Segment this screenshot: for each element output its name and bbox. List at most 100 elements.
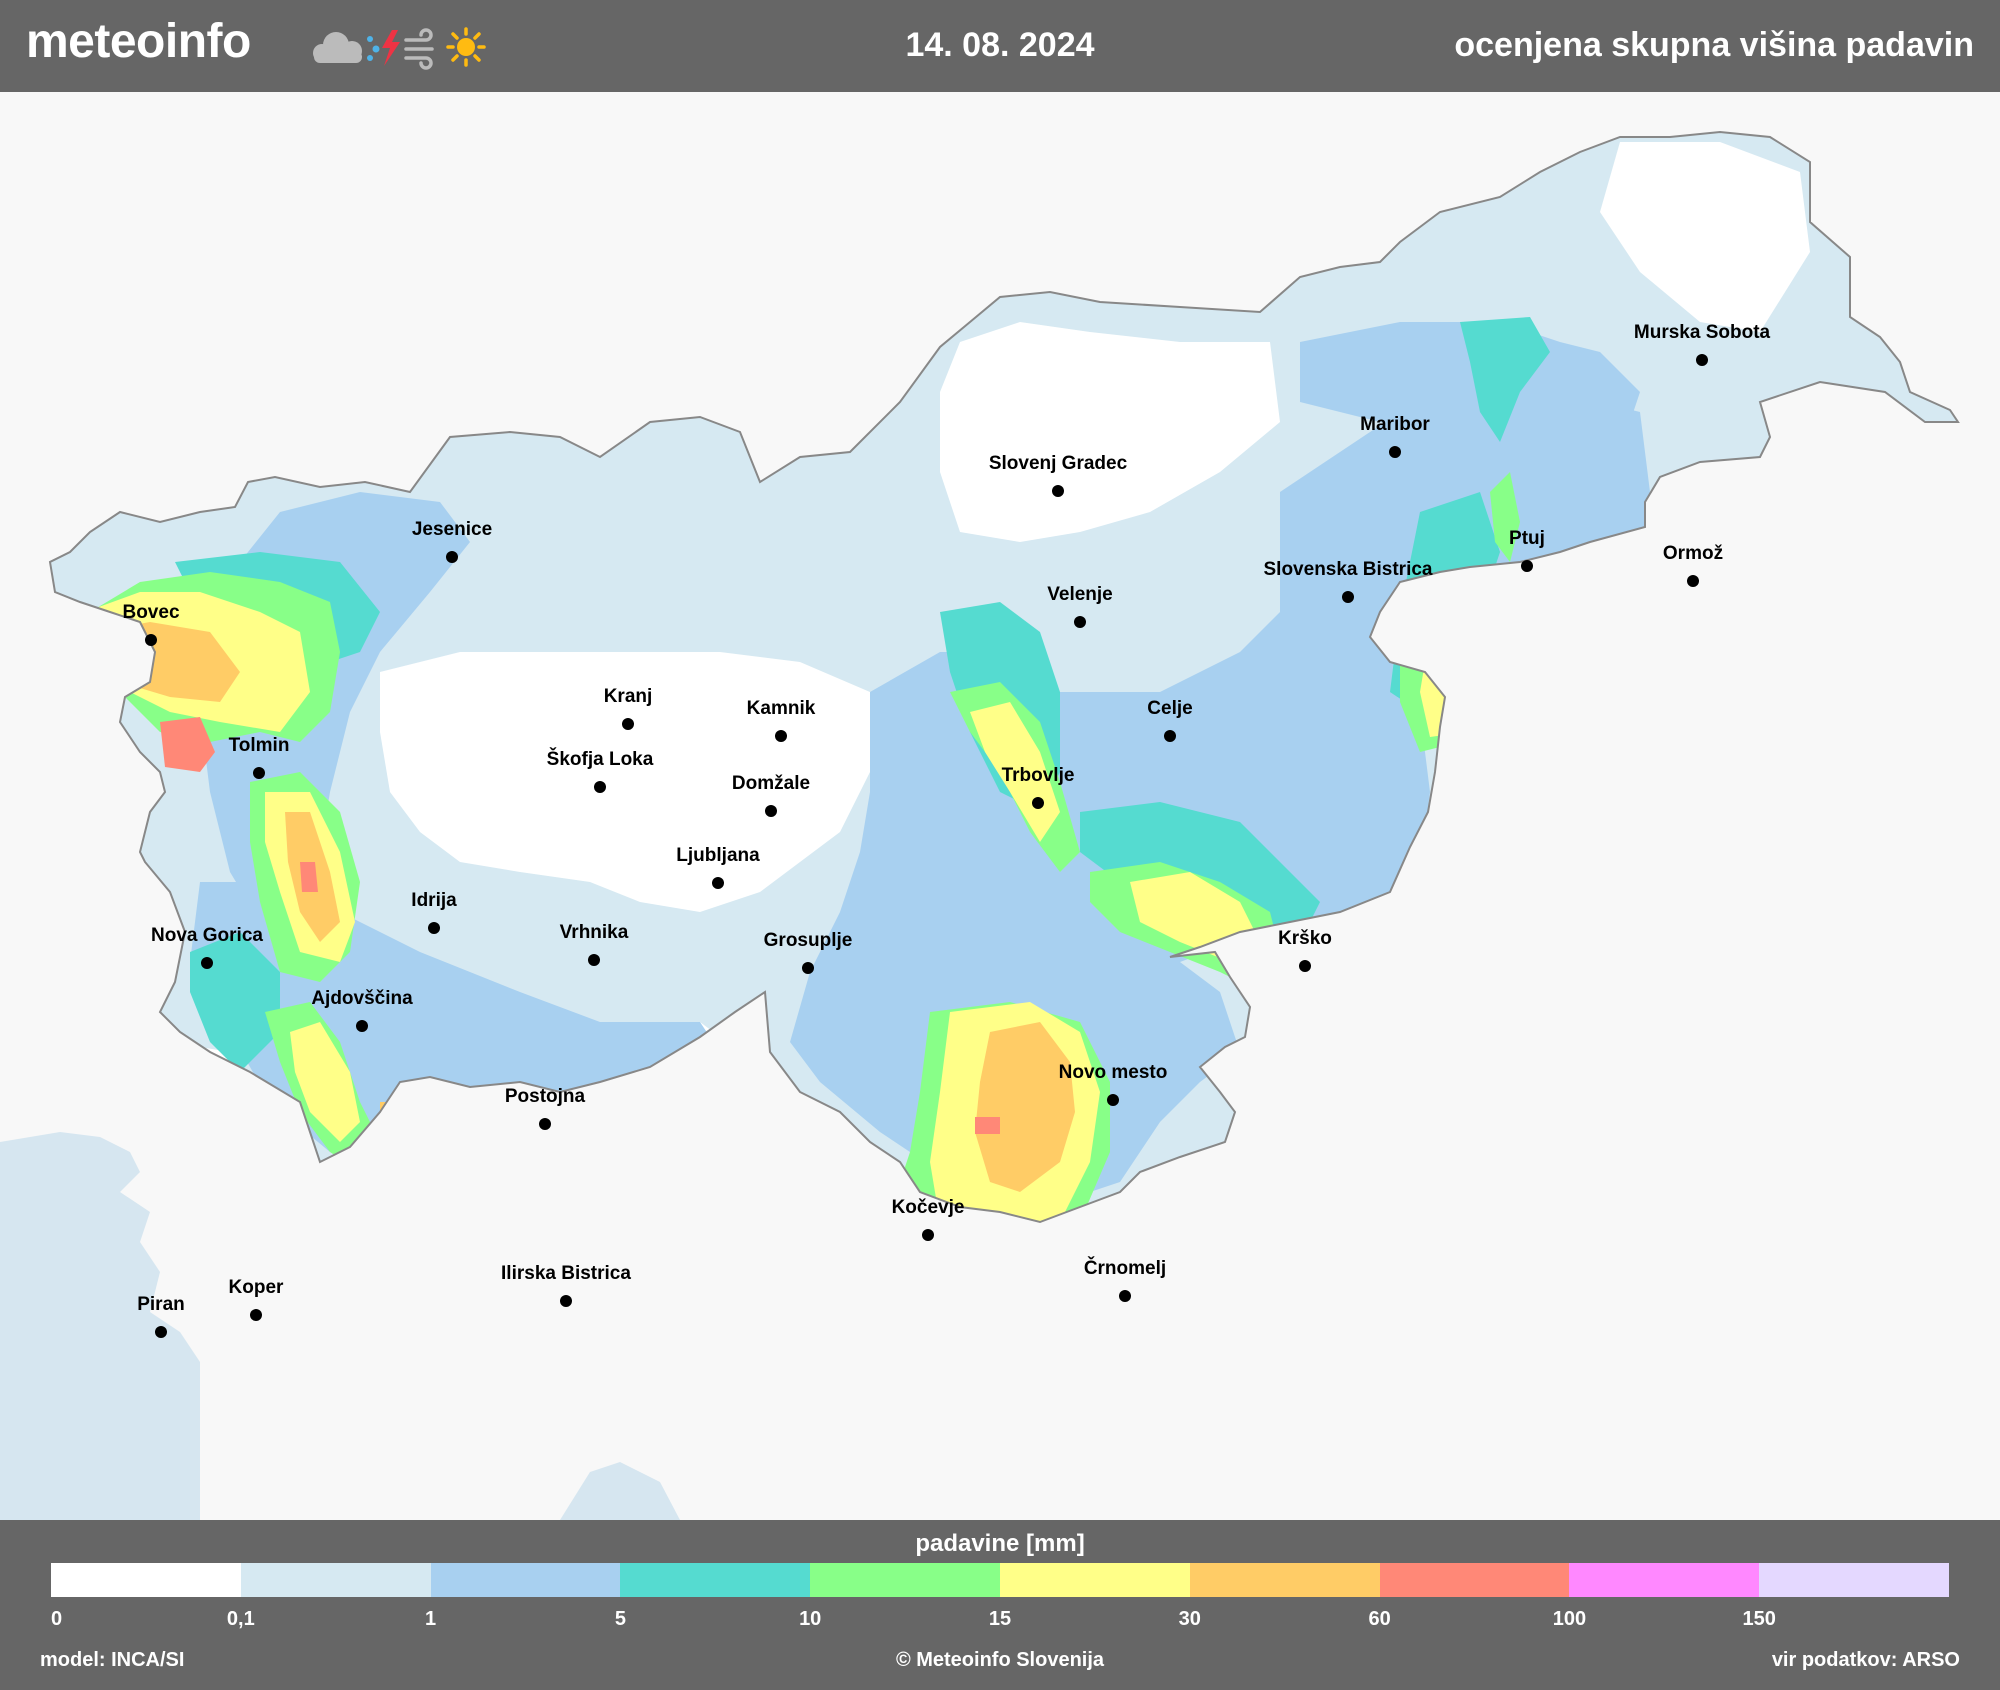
- cities-layer: Murska Sobota Maribor Slovenj Gradec Ptuj Or…: [122, 322, 1771, 1338]
- city-dot-icon: [765, 805, 777, 817]
- city-label: Nova Gorica: [151, 925, 263, 946]
- city-label: Idrija: [411, 890, 457, 911]
- legend-swatch: [1379, 1563, 1570, 1597]
- city-dot-icon: [560, 1295, 572, 1307]
- city-dot-icon: [588, 954, 600, 966]
- city-label: Novo mesto: [1059, 1062, 1168, 1083]
- city-marker: Nova Gorica: [151, 925, 263, 969]
- city-dot-icon: [712, 877, 724, 889]
- city-label: Ljubljana: [676, 845, 760, 866]
- legend-swatch: [51, 1563, 241, 1597]
- city-marker: Murska Sobota: [1634, 322, 1771, 366]
- header-bar: meteoinfo: [0, 0, 2000, 92]
- city-label: Grosuplje: [764, 930, 853, 951]
- city-dot-icon: [253, 767, 265, 779]
- legend-swatch: [430, 1563, 621, 1597]
- city-label: Ormož: [1663, 543, 1723, 564]
- city-marker: Maribor: [1360, 414, 1430, 458]
- precipitation-field: [50, 132, 1958, 1222]
- legend-tick-label: 0,1: [226, 1608, 255, 1630]
- legend-color-bar: [51, 1563, 1949, 1597]
- wind-icon: [404, 28, 434, 70]
- city-dot-icon: [1107, 1094, 1119, 1106]
- city-label: Bovec: [122, 602, 179, 623]
- city-marker: Postojna: [505, 1086, 586, 1130]
- map-title: ocenjena skupna višina padavin: [1454, 26, 1974, 64]
- city-dot-icon: [1119, 1290, 1131, 1302]
- city-label: Piran: [137, 1294, 185, 1315]
- city-marker: Ljubljana: [676, 845, 760, 889]
- city-dot-icon: [1687, 575, 1699, 587]
- legend-tick-label: 60: [1368, 1608, 1391, 1630]
- city-marker: Škofja Loka: [547, 748, 654, 793]
- copyright-label: © Meteoinfo Slovenija: [895, 1649, 1105, 1671]
- city-label: Postojna: [505, 1086, 586, 1107]
- city-dot-icon: [802, 962, 814, 974]
- lightning-icon: [382, 30, 400, 66]
- city-marker: Celje: [1147, 698, 1193, 742]
- city-dot-icon: [622, 718, 634, 730]
- city-marker: Koper: [229, 1277, 284, 1321]
- city-dot-icon: [428, 922, 440, 934]
- legend-swatch: [999, 1563, 1190, 1597]
- city-dot-icon: [539, 1118, 551, 1130]
- legend-tick-label: 5: [614, 1608, 626, 1630]
- city-label: Vrhnika: [560, 922, 629, 943]
- legend-tick-label: 150: [1742, 1608, 1776, 1630]
- city-marker: Slovenj Gradec: [989, 453, 1128, 497]
- city-label: Domžale: [732, 773, 810, 794]
- city-marker: Velenje: [1047, 584, 1113, 628]
- city-marker: Ajdovščina: [311, 988, 413, 1032]
- city-marker: Bovec: [122, 602, 180, 646]
- city-label: Krško: [1278, 928, 1332, 949]
- city-label: Ajdovščina: [311, 988, 413, 1009]
- city-marker: Kočevje: [892, 1197, 965, 1241]
- cloud-icon: [313, 32, 362, 63]
- brand-logo: meteoinfo: [26, 15, 251, 68]
- city-marker: Novo mesto: [1059, 1062, 1168, 1106]
- city-dot-icon: [1696, 354, 1708, 366]
- city-marker: Vrhnika: [560, 922, 629, 966]
- city-marker: Idrija: [411, 890, 457, 934]
- city-label: Kočevje: [892, 1197, 965, 1218]
- city-marker: Kranj: [604, 686, 652, 730]
- city-label: Jesenice: [412, 519, 492, 540]
- city-label: Črnomelj: [1084, 1257, 1166, 1279]
- city-label: Slovenska Bistrica: [1264, 559, 1433, 580]
- legend-swatch: [240, 1563, 431, 1597]
- city-dot-icon: [922, 1229, 934, 1241]
- city-label: Trbovlje: [1002, 765, 1075, 786]
- city-dot-icon: [594, 781, 606, 793]
- city-marker: Črnomelj: [1084, 1257, 1166, 1302]
- city-marker: Krško: [1278, 928, 1332, 972]
- city-marker: Slovenska Bistrica: [1264, 559, 1433, 603]
- legend-tick-label: 100: [1552, 1608, 1587, 1630]
- city-label: Kamnik: [747, 698, 816, 719]
- city-label: Velenje: [1047, 584, 1113, 605]
- city-label: Celje: [1147, 698, 1192, 719]
- city-dot-icon: [145, 634, 157, 646]
- city-label: Maribor: [1360, 414, 1430, 435]
- legend-swatch: [620, 1563, 811, 1597]
- city-label: Škofja Loka: [547, 748, 654, 770]
- city-label: Ptuj: [1509, 528, 1545, 549]
- city-dot-icon: [1032, 797, 1044, 809]
- city-marker: Jesenice: [412, 519, 492, 563]
- legend-swatch: [1189, 1563, 1380, 1597]
- city-label: Tolmin: [229, 735, 290, 756]
- map-canvas: Murska Sobota Maribor Slovenj Gradec Ptuj Or…: [0, 131, 1959, 1520]
- city-dot-icon: [1299, 960, 1311, 972]
- city-dot-icon: [1074, 616, 1086, 628]
- city-dot-icon: [1164, 730, 1176, 742]
- city-dot-icon: [250, 1309, 262, 1321]
- precipitation-map: Murska Sobota Maribor Slovenj Gradec Ptuj Or…: [0, 92, 2000, 1520]
- city-label: Slovenj Gradec: [989, 453, 1128, 474]
- legend-title: padavine [mm]: [915, 1530, 1085, 1557]
- sun-icon: [446, 27, 486, 67]
- data-source-label: vir podatkov: ARSO: [1771, 1649, 1960, 1671]
- city-dot-icon: [775, 730, 787, 742]
- rain-drops-icon: [367, 36, 380, 61]
- legend-tick-label: 15: [988, 1608, 1012, 1630]
- city-dot-icon: [356, 1020, 368, 1032]
- sea-areas: [0, 1132, 680, 1520]
